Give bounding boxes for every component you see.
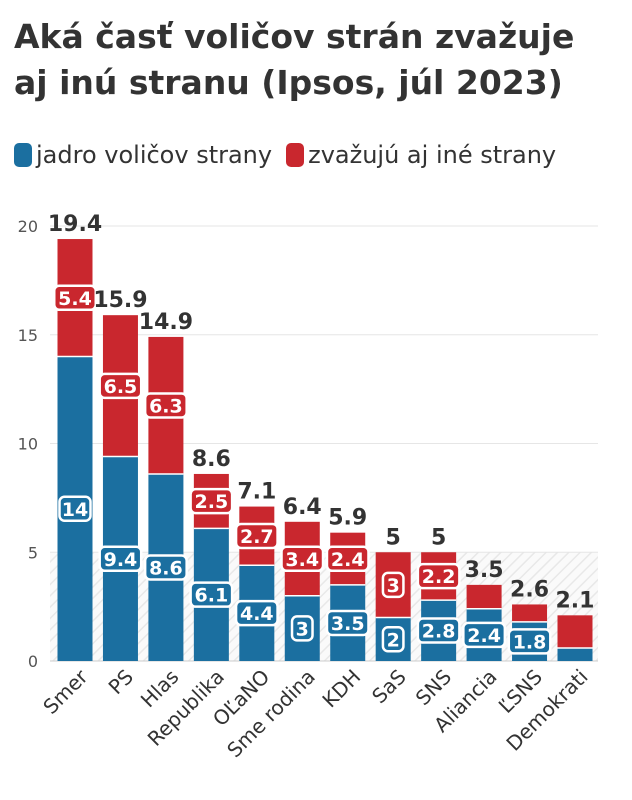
y-tick-label: 0 (28, 652, 38, 671)
data-label-other: 2.7 (240, 526, 274, 548)
total-label: 5 (386, 525, 401, 550)
data-label-core-bg (416, 617, 461, 644)
legend-item-core: jadro voličov strany (14, 141, 272, 169)
bar-other (512, 604, 548, 622)
threshold-band (50, 552, 598, 661)
data-label-core: 3.5 (331, 613, 365, 635)
x-tick-label: PS (104, 665, 138, 699)
data-label-other-bg (189, 487, 234, 515)
data-label-other-bg (280, 545, 325, 573)
total-label: 2.1 (556, 588, 595, 613)
data-label-core: 6.1 (195, 585, 229, 607)
data-label-core-bg (325, 609, 370, 637)
legend: jadro voličov strany zvažujú aj iné stra… (14, 135, 570, 175)
data-label-core: 2.4 (467, 625, 501, 647)
chart-title: Aká časť voličov strán zvažuje aj inú st… (14, 17, 575, 102)
data-label-core: 1.8 (513, 631, 547, 653)
total-label: 6.4 (283, 495, 322, 520)
data-label-core: 9.4 (104, 549, 138, 571)
total-label: 5.9 (328, 506, 367, 531)
data-label-other: 2.2 (422, 566, 456, 588)
data-label-core: 2.8 (422, 621, 456, 643)
total-label: 15.9 (93, 288, 147, 313)
data-label-other: 6.5 (104, 376, 138, 398)
bar-other (557, 615, 593, 648)
data-label-core-bg (462, 621, 507, 649)
data-label-other: 3.4 (285, 549, 319, 571)
data-label-core-bg (507, 628, 552, 655)
data-label-core-bg (234, 599, 279, 627)
y-tick-label: 10 (18, 435, 38, 454)
data-label-core: 8.6 (149, 557, 183, 579)
x-tick-label: SaS (367, 665, 411, 709)
total-label: 2.6 (510, 577, 549, 602)
data-label-core-bg (381, 626, 405, 653)
total-label: 14.9 (139, 310, 193, 335)
y-tick-label: 5 (28, 543, 38, 562)
data-label-core-bg (143, 554, 188, 581)
data-label-core-bg (189, 581, 234, 608)
legend-label-core: jadro voličov strany (36, 141, 273, 169)
total-label: 19.4 (48, 212, 102, 237)
data-label-other-bg (416, 562, 461, 590)
data-label-other-bg (234, 522, 279, 550)
data-label-core-bg (98, 545, 143, 573)
total-label: 5 (431, 525, 446, 550)
data-label-core: 2 (387, 629, 400, 651)
data-label-other: 6.3 (149, 395, 183, 417)
data-label-core: 14 (62, 499, 88, 521)
bar-other (466, 584, 502, 609)
data-label-other-bg (98, 372, 143, 400)
legend-label-other: zvažujú aj iné strany (308, 141, 557, 169)
legend-swatch-other (286, 143, 305, 167)
data-label-other: 3 (387, 575, 400, 597)
data-label-other: 5.4 (58, 288, 92, 310)
x-tick-label: Smer (38, 664, 93, 719)
data-label-other-bg (53, 284, 97, 312)
bar-core (557, 647, 593, 661)
data-label-other-bg (325, 545, 370, 573)
data-label-other-bg (381, 571, 405, 599)
y-tick-label: 20 (18, 217, 38, 236)
y-tick-label: 15 (18, 326, 38, 345)
total-label: 8.6 (192, 447, 231, 472)
legend-item-other: zvažujú aj iné strany (286, 141, 556, 169)
data-label-other: 2.5 (195, 491, 229, 513)
data-label-core: 4.4 (240, 603, 274, 625)
data-label-other: 2.4 (331, 549, 365, 571)
total-label: 7.1 (237, 480, 276, 505)
data-label-other-bg (143, 392, 188, 419)
data-label-core-bg (290, 615, 314, 642)
total-label: 3.5 (465, 558, 504, 583)
data-label-core-bg (58, 495, 92, 522)
data-label-core: 3 (296, 618, 309, 640)
legend-swatch-core (14, 143, 32, 167)
x-tick-label: KDH (317, 665, 365, 713)
